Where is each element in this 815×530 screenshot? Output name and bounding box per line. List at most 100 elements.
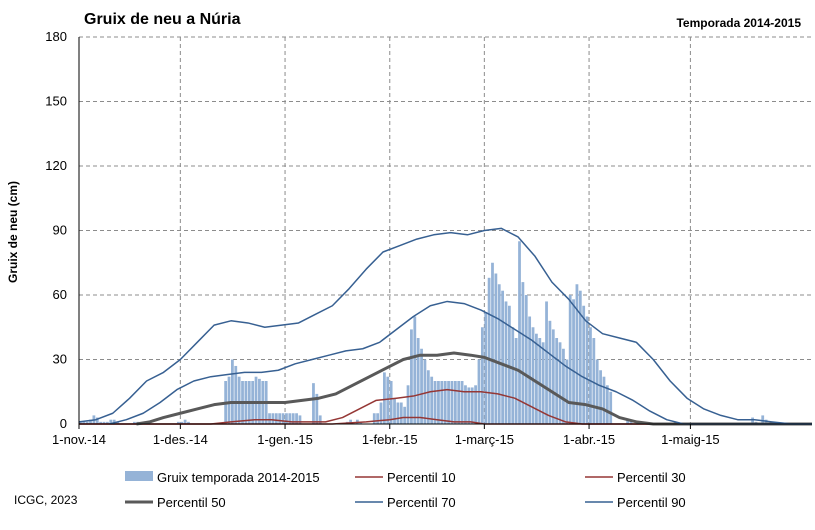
bar — [106, 421, 109, 424]
y-tick-label: 180 — [45, 29, 67, 44]
grid — [79, 36, 812, 424]
bar — [572, 299, 575, 424]
bar — [599, 370, 602, 424]
y-axis-label: Gruix de neu (cm) — [6, 181, 20, 283]
bar — [271, 413, 275, 424]
bar — [565, 359, 569, 424]
bar — [410, 329, 413, 424]
bar — [521, 282, 525, 424]
credit-text: ICGC, 2023 — [14, 493, 78, 507]
bars-series — [79, 241, 768, 424]
bar — [109, 419, 113, 424]
legend-label: Percentil 10 — [387, 470, 456, 485]
bar — [575, 284, 579, 424]
x-tick-label: 1-des.-14 — [153, 432, 208, 447]
bar — [386, 376, 390, 424]
x-tick-label: 1-nov.-14 — [52, 432, 106, 447]
bar — [268, 413, 271, 424]
bar — [298, 415, 302, 424]
bar — [227, 376, 231, 424]
bar — [187, 421, 190, 424]
x-tick-label: 1-maig-15 — [661, 432, 720, 447]
bar — [426, 370, 430, 424]
bar — [95, 417, 99, 424]
legend-label: Percentil 50 — [157, 495, 226, 510]
bar — [288, 413, 292, 424]
legend-label: Gruix temporada 2014-2015 — [157, 470, 320, 485]
bar — [491, 262, 494, 424]
percentil-50-line — [136, 351, 812, 426]
bar — [453, 381, 457, 424]
chart-title: Gruix de neu a Núria — [84, 11, 241, 28]
bar — [278, 413, 282, 424]
x-tick-label: 1-març-15 — [455, 432, 514, 447]
bar — [595, 359, 599, 424]
legend-label: Percentil 70 — [387, 495, 456, 510]
bar — [494, 273, 498, 424]
bar — [180, 421, 184, 424]
bar — [474, 385, 477, 424]
bar — [464, 385, 467, 424]
bar — [430, 376, 434, 424]
bar — [480, 327, 484, 424]
bar — [470, 387, 474, 424]
bar — [602, 376, 606, 424]
bar — [393, 398, 396, 424]
bar — [605, 385, 609, 424]
bar — [592, 338, 596, 424]
bar — [457, 381, 461, 424]
bar — [568, 295, 572, 424]
bar — [514, 338, 518, 424]
bar — [761, 415, 765, 424]
bar — [555, 338, 559, 424]
bar — [447, 381, 450, 424]
bar — [349, 419, 353, 424]
bar — [585, 316, 589, 424]
legend-label: Percentil 30 — [617, 470, 686, 485]
bar — [437, 381, 440, 424]
bar — [99, 421, 103, 424]
bar — [274, 413, 278, 424]
bar — [528, 316, 532, 424]
bar — [450, 381, 454, 424]
bar — [535, 333, 538, 424]
bar — [443, 381, 447, 424]
bar — [507, 305, 511, 424]
bar — [89, 419, 92, 424]
percentile-lines — [78, 227, 812, 426]
bar — [504, 301, 508, 424]
bar — [372, 413, 376, 424]
y-tick-label: 120 — [45, 158, 67, 173]
bar — [133, 421, 136, 424]
bar — [578, 290, 582, 424]
bar — [416, 338, 420, 424]
percentil-30-line — [79, 388, 812, 425]
bar — [541, 342, 545, 424]
bar — [116, 421, 119, 424]
bar — [501, 290, 505, 424]
bar — [423, 359, 427, 424]
bar — [558, 342, 562, 424]
bar — [406, 385, 410, 424]
bar — [281, 413, 285, 424]
bar — [609, 391, 613, 424]
bar — [312, 383, 315, 424]
percentil-90-line — [78, 227, 812, 425]
bar — [562, 348, 565, 424]
bar — [399, 402, 403, 424]
bar — [318, 415, 322, 424]
bar — [379, 402, 383, 424]
bar — [433, 381, 437, 424]
bar — [551, 329, 555, 424]
bar — [487, 277, 491, 424]
bar — [524, 295, 528, 424]
bar — [497, 284, 501, 424]
bar — [285, 413, 288, 424]
bar — [234, 365, 238, 424]
legend-swatch-bars — [125, 471, 153, 481]
y-tick-label: 150 — [45, 94, 67, 109]
bar — [484, 312, 488, 424]
bar — [751, 417, 754, 424]
